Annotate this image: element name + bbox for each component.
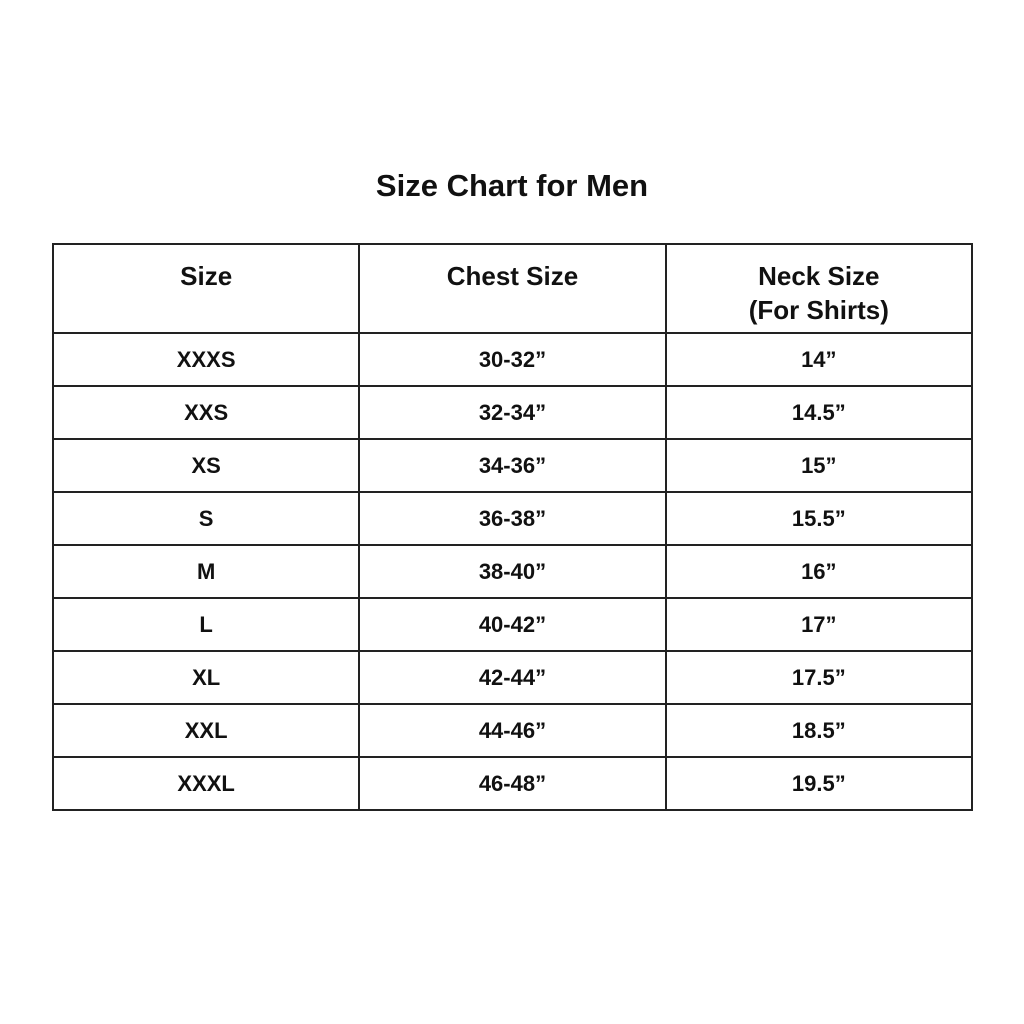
header-neck-size: Neck Size (For Shirts) — [664, 243, 974, 334]
neck-size-cell: 17.5” — [664, 650, 974, 705]
chest-size-cell: 42-44” — [358, 650, 667, 705]
chest-size-cell: 44-46” — [358, 703, 667, 758]
neck-size-cell: 14.5” — [664, 385, 974, 440]
table-row: XXXS 30-32” 14” — [51, 332, 974, 387]
neck-size-cell: 17” — [664, 597, 974, 652]
neck-size-cell: 15.5” — [664, 491, 974, 546]
chest-size-cell: 46-48” — [358, 756, 667, 811]
table-row: S 36-38” 15.5” — [51, 491, 974, 546]
header-neck-size-note: (For Shirts) — [748, 295, 889, 325]
size-cell: XL — [51, 650, 361, 705]
header-chest-size: Chest Size — [358, 243, 667, 334]
header-neck-size-label: Neck Size — [758, 261, 880, 291]
chest-size-cell: 36-38” — [358, 491, 667, 546]
neck-size-cell: 16” — [664, 544, 974, 599]
table-row: L 40-42” 17” — [51, 597, 974, 652]
header-size: Size — [51, 243, 361, 334]
table-row: XXL 44-46” 18.5” — [51, 703, 974, 758]
table-row: XXXL 46-48” 19.5” — [51, 756, 974, 811]
table-header-row: Size Chest Size Neck Size (For Shirts) — [51, 243, 974, 334]
size-cell: L — [51, 597, 361, 652]
chest-size-cell: 40-42” — [358, 597, 667, 652]
size-cell: XXXS — [51, 332, 361, 387]
neck-size-cell: 15” — [664, 438, 974, 493]
chest-size-cell: 34-36” — [358, 438, 667, 493]
table-row: M 38-40” 16” — [51, 544, 974, 599]
table-row: XS 34-36” 15” — [51, 438, 974, 493]
size-cell: XXXL — [51, 756, 361, 811]
chest-size-cell: 38-40” — [358, 544, 667, 599]
size-cell: XXS — [51, 385, 361, 440]
table-row: XL 42-44” 17.5” — [51, 650, 974, 705]
size-cell: XXL — [51, 703, 361, 758]
page-title: Size Chart for Men — [375, 168, 649, 203]
chest-size-cell: 32-34” — [358, 385, 667, 440]
size-cell: XS — [51, 438, 361, 493]
chest-size-cell: 30-32” — [358, 332, 667, 387]
size-table: Size Chest Size Neck Size (For Shirts) XX… — [51, 243, 974, 811]
neck-size-cell: 19.5” — [664, 756, 974, 811]
size-cell: M — [51, 544, 361, 599]
size-cell: S — [51, 491, 361, 546]
neck-size-cell: 14” — [664, 332, 974, 387]
table-row: XXS 32-34” 14.5” — [51, 385, 974, 440]
neck-size-cell: 18.5” — [664, 703, 974, 758]
